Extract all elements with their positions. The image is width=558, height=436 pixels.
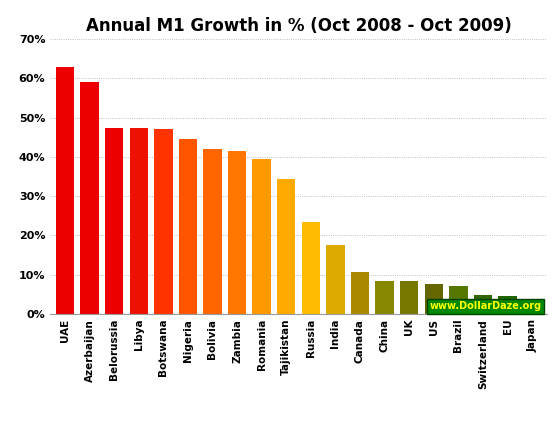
Bar <box>277 179 295 314</box>
Bar <box>449 286 468 314</box>
Bar <box>425 285 443 314</box>
Bar <box>80 82 99 314</box>
Bar <box>228 151 246 314</box>
Bar <box>302 221 320 314</box>
Bar <box>376 281 394 314</box>
Bar <box>400 281 418 314</box>
Bar <box>203 149 222 314</box>
Text: www.DollarDaze.org: www.DollarDaze.org <box>430 301 542 311</box>
Bar <box>179 140 197 314</box>
Bar <box>154 129 172 314</box>
Bar <box>129 127 148 314</box>
Bar <box>498 296 517 314</box>
Bar <box>351 272 369 314</box>
Bar <box>252 159 271 314</box>
Bar <box>523 313 541 314</box>
Bar <box>56 67 74 314</box>
Bar <box>105 127 123 314</box>
Bar <box>474 295 492 314</box>
Title: Annual M1 Growth in % (Oct 2008 - Oct 2009): Annual M1 Growth in % (Oct 2008 - Oct 20… <box>86 17 511 35</box>
Bar <box>326 245 345 314</box>
